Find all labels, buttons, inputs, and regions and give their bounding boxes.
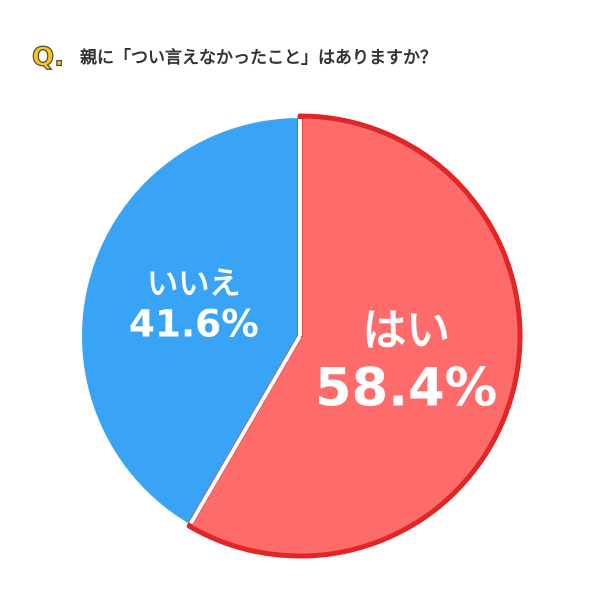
value-label: 58.4% — [315, 358, 497, 419]
slice-separator — [188, 334, 302, 525]
pie-slice — [186, 113, 523, 559]
pie-slice — [78, 114, 302, 529]
slice-label: いいえ — [147, 266, 241, 302]
slice-label: はい — [362, 305, 450, 356]
chart-title: 親に「つい言えなかったこと」はありますか？ — [80, 47, 437, 68]
title-marker: Q. — [32, 43, 64, 73]
value-label: 41.6% — [129, 302, 259, 346]
